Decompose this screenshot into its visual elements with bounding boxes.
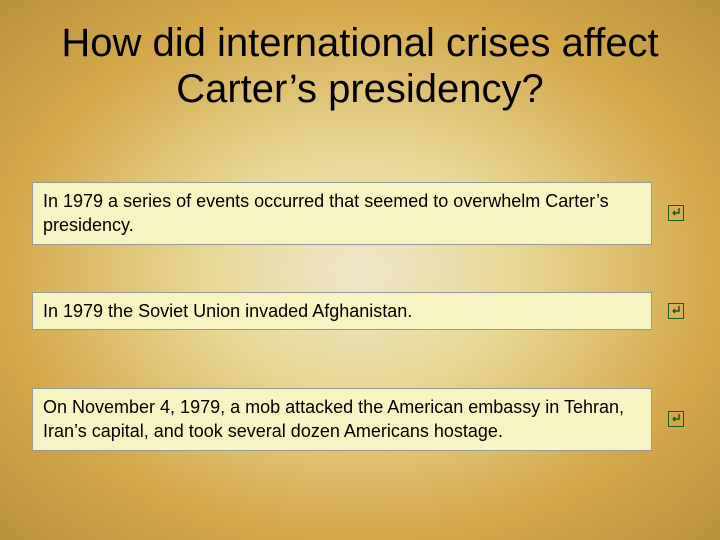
bullet-row: On November 4, 1979, a mob attacked the … xyxy=(32,388,688,451)
icon-wrap xyxy=(652,205,688,221)
bullet-text: On November 4, 1979, a mob attacked the … xyxy=(32,388,652,451)
return-icon xyxy=(668,303,684,319)
bullet-text: In 1979 the Soviet Union invaded Afghani… xyxy=(32,292,652,330)
icon-wrap xyxy=(652,411,688,427)
bullet-row: In 1979 a series of events occurred that… xyxy=(32,182,688,245)
slide: How did international crises affect Cart… xyxy=(0,0,720,540)
icon-wrap xyxy=(652,303,688,319)
return-icon xyxy=(668,411,684,427)
return-icon xyxy=(668,205,684,221)
page-title: How did international crises affect Cart… xyxy=(0,20,720,112)
bullet-row: In 1979 the Soviet Union invaded Afghani… xyxy=(32,292,688,330)
bullet-text: In 1979 a series of events occurred that… xyxy=(32,182,652,245)
